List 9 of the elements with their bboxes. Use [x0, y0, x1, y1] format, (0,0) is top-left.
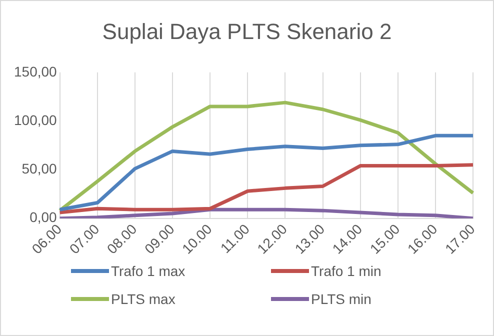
legend-label: Trafo 1 min: [311, 263, 382, 279]
y-tick-label: 0,00: [30, 209, 58, 226]
legend-label: PLTS min: [311, 291, 372, 307]
legend-label: Trafo 1 max: [111, 263, 186, 279]
y-tick-label: 50,00: [22, 160, 58, 177]
y-tick-label: 150,00: [14, 63, 58, 80]
legend-label: PLTS max: [111, 291, 176, 307]
y-tick-label: 100,00: [14, 112, 58, 128]
chart-title: Suplai Daya PLTS Skenario 2: [101, 19, 393, 45]
